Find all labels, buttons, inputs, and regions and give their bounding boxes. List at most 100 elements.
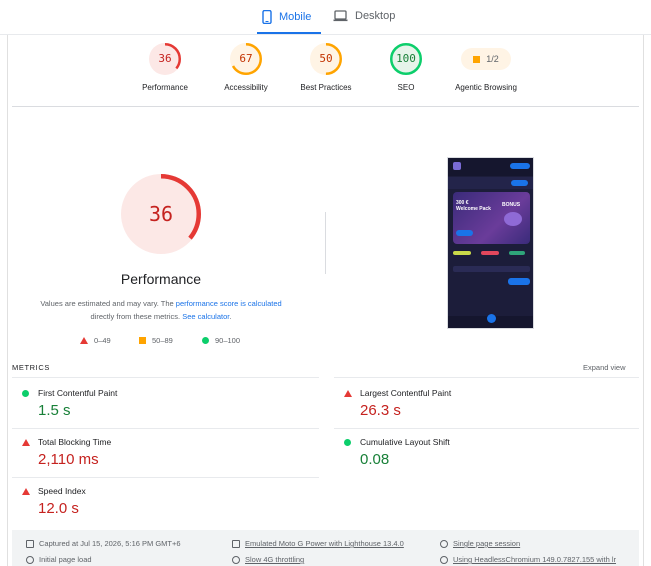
category-label: Agentic Browsing: [455, 83, 517, 92]
browser-icon: [440, 555, 448, 564]
category-agentic-browsing[interactable]: 1/2 Agentic Browsing: [446, 42, 526, 92]
captured-time: Captured at Jul 15, 2026, 5:16 PM GMT+6: [26, 539, 181, 548]
screenshot-header: [448, 158, 533, 176]
tab-desktop-label: Desktop: [355, 10, 396, 22]
legend-fail: 0–49: [80, 336, 111, 345]
metric-name: First Contentful Paint: [38, 388, 118, 398]
category-label: Performance: [142, 83, 188, 92]
gauge-arc: [149, 43, 181, 75]
banner-text: 300 € Welcome Pack: [456, 200, 491, 212]
gauge-arc: [230, 43, 262, 75]
metric-divider: [334, 428, 639, 429]
banner-badge: BONUS: [502, 202, 521, 208]
expand-view-toggle[interactable]: Expand view: [583, 363, 626, 372]
section-divider: [12, 106, 639, 107]
fail-triangle-icon: [22, 488, 30, 495]
metric-divider: [12, 477, 319, 478]
note-text: .: [229, 312, 232, 321]
calendar-icon: [26, 539, 34, 548]
fail-triangle-icon: [22, 439, 30, 446]
gauge-background: [121, 174, 201, 254]
metric-divider: [12, 377, 319, 378]
category-accessibility[interactable]: 67 Accessibility: [206, 42, 286, 92]
pass-circle-icon: [344, 439, 351, 446]
brand-logo: [481, 251, 499, 255]
score-calculated-link[interactable]: performance score is calculated: [175, 299, 282, 308]
metric-value: 26.3 s: [360, 402, 401, 419]
runtime-settings: Captured at Jul 15, 2026, 5:16 PM GMT+6 …: [12, 530, 639, 566]
screenshot-tabs: [453, 266, 530, 272]
page-load-type: Initial page load: [26, 555, 92, 564]
wifi-icon: [232, 555, 240, 564]
tabs-divider: [0, 34, 651, 35]
metric-name: Speed Index: [38, 486, 86, 496]
tab-desktop[interactable]: Desktop: [333, 10, 395, 22]
metric-divider: [334, 377, 639, 378]
gauge-background: [390, 43, 422, 75]
agentic-score-badge: 1/2: [461, 48, 511, 70]
fail-triangle-icon: [80, 337, 88, 344]
score-legend: 0–49 50–89 90–100: [80, 336, 260, 348]
gauge-background: [310, 43, 342, 75]
device-text: Emulated Moto G Power with Lighthouse 13…: [245, 539, 404, 548]
tab-mobile[interactable]: Mobile: [262, 10, 311, 24]
gauge-arc: [121, 174, 201, 254]
gauge-arc: [310, 43, 342, 75]
metric-value: 12.0 s: [38, 500, 79, 517]
legend-average: 50–89: [139, 336, 173, 345]
score-value: 1/2: [486, 54, 499, 64]
legend-range: 90–100: [215, 336, 241, 345]
gauge-background: [149, 43, 181, 75]
banner-graphic: [504, 212, 522, 226]
load-text: Initial page load: [39, 555, 92, 564]
note-text: Values are estimated and may vary. The: [40, 299, 176, 308]
device-icon: [232, 539, 240, 548]
final-screenshot[interactable]: 300 € Welcome Pack BONUS: [447, 157, 534, 329]
brand-logo: [453, 251, 471, 255]
session-icon: [440, 539, 448, 548]
card-border: [643, 35, 644, 566]
metric-name: Cumulative Layout Shift: [360, 437, 450, 447]
average-square-icon: [473, 55, 481, 63]
category-best-practices[interactable]: 50 Best Practices: [286, 42, 366, 92]
performance-title: Performance: [120, 271, 202, 287]
category-performance[interactable]: 36 Performance: [125, 42, 205, 92]
session-type[interactable]: Single page session: [440, 539, 520, 548]
screenshot-row: [453, 278, 530, 286]
banner-button: [456, 230, 473, 236]
metric-divider: [12, 428, 319, 429]
score-value: 100: [396, 52, 416, 65]
score-gauge: 67: [229, 42, 263, 76]
emulated-device[interactable]: Emulated Moto G Power with Lighthouse 13…: [232, 539, 404, 548]
metric-value: 2,110 ms: [38, 451, 99, 468]
device-tabs: Mobile Desktop: [0, 0, 651, 36]
performance-gauge: 36: [120, 173, 202, 255]
score-value: 50: [319, 52, 333, 65]
vertical-divider: [325, 212, 326, 274]
fail-triangle-icon: [344, 390, 352, 397]
phone-icon: [262, 10, 272, 24]
card-border: [7, 35, 8, 566]
metric-name: Total Blocking Time: [38, 437, 112, 447]
category-seo[interactable]: 100 SEO: [366, 42, 446, 92]
category-label: Accessibility: [224, 83, 268, 92]
site-logo: [453, 162, 461, 170]
throttling-text: Slow 4G throttling: [245, 555, 305, 564]
session-text: Single page session: [453, 539, 521, 548]
legend-pass: 90–100: [202, 336, 240, 345]
note-text: directly from these metrics.: [90, 312, 183, 321]
score-gauge: 100: [389, 42, 423, 76]
browser-info[interactable]: Using HeadlessChromium 149.0.7827.155 wi…: [440, 555, 616, 564]
performance-note: Values are estimated and may vary. The p…: [24, 297, 298, 323]
score-gauge: 36: [148, 42, 182, 76]
see-calculator-link[interactable]: See calculator: [182, 312, 230, 321]
gauge-arc: [390, 43, 422, 75]
banner-amount: 300 €: [456, 200, 469, 206]
screenshot-button: [508, 278, 530, 285]
category-label: SEO: [397, 83, 415, 92]
legend-range: 0–49: [94, 336, 111, 345]
throttling-info[interactable]: Slow 4G throttling: [232, 555, 304, 564]
tab-mobile-label: Mobile: [279, 11, 312, 23]
timer-icon: [26, 555, 34, 564]
metric-name: Largest Contentful Paint: [360, 388, 452, 398]
